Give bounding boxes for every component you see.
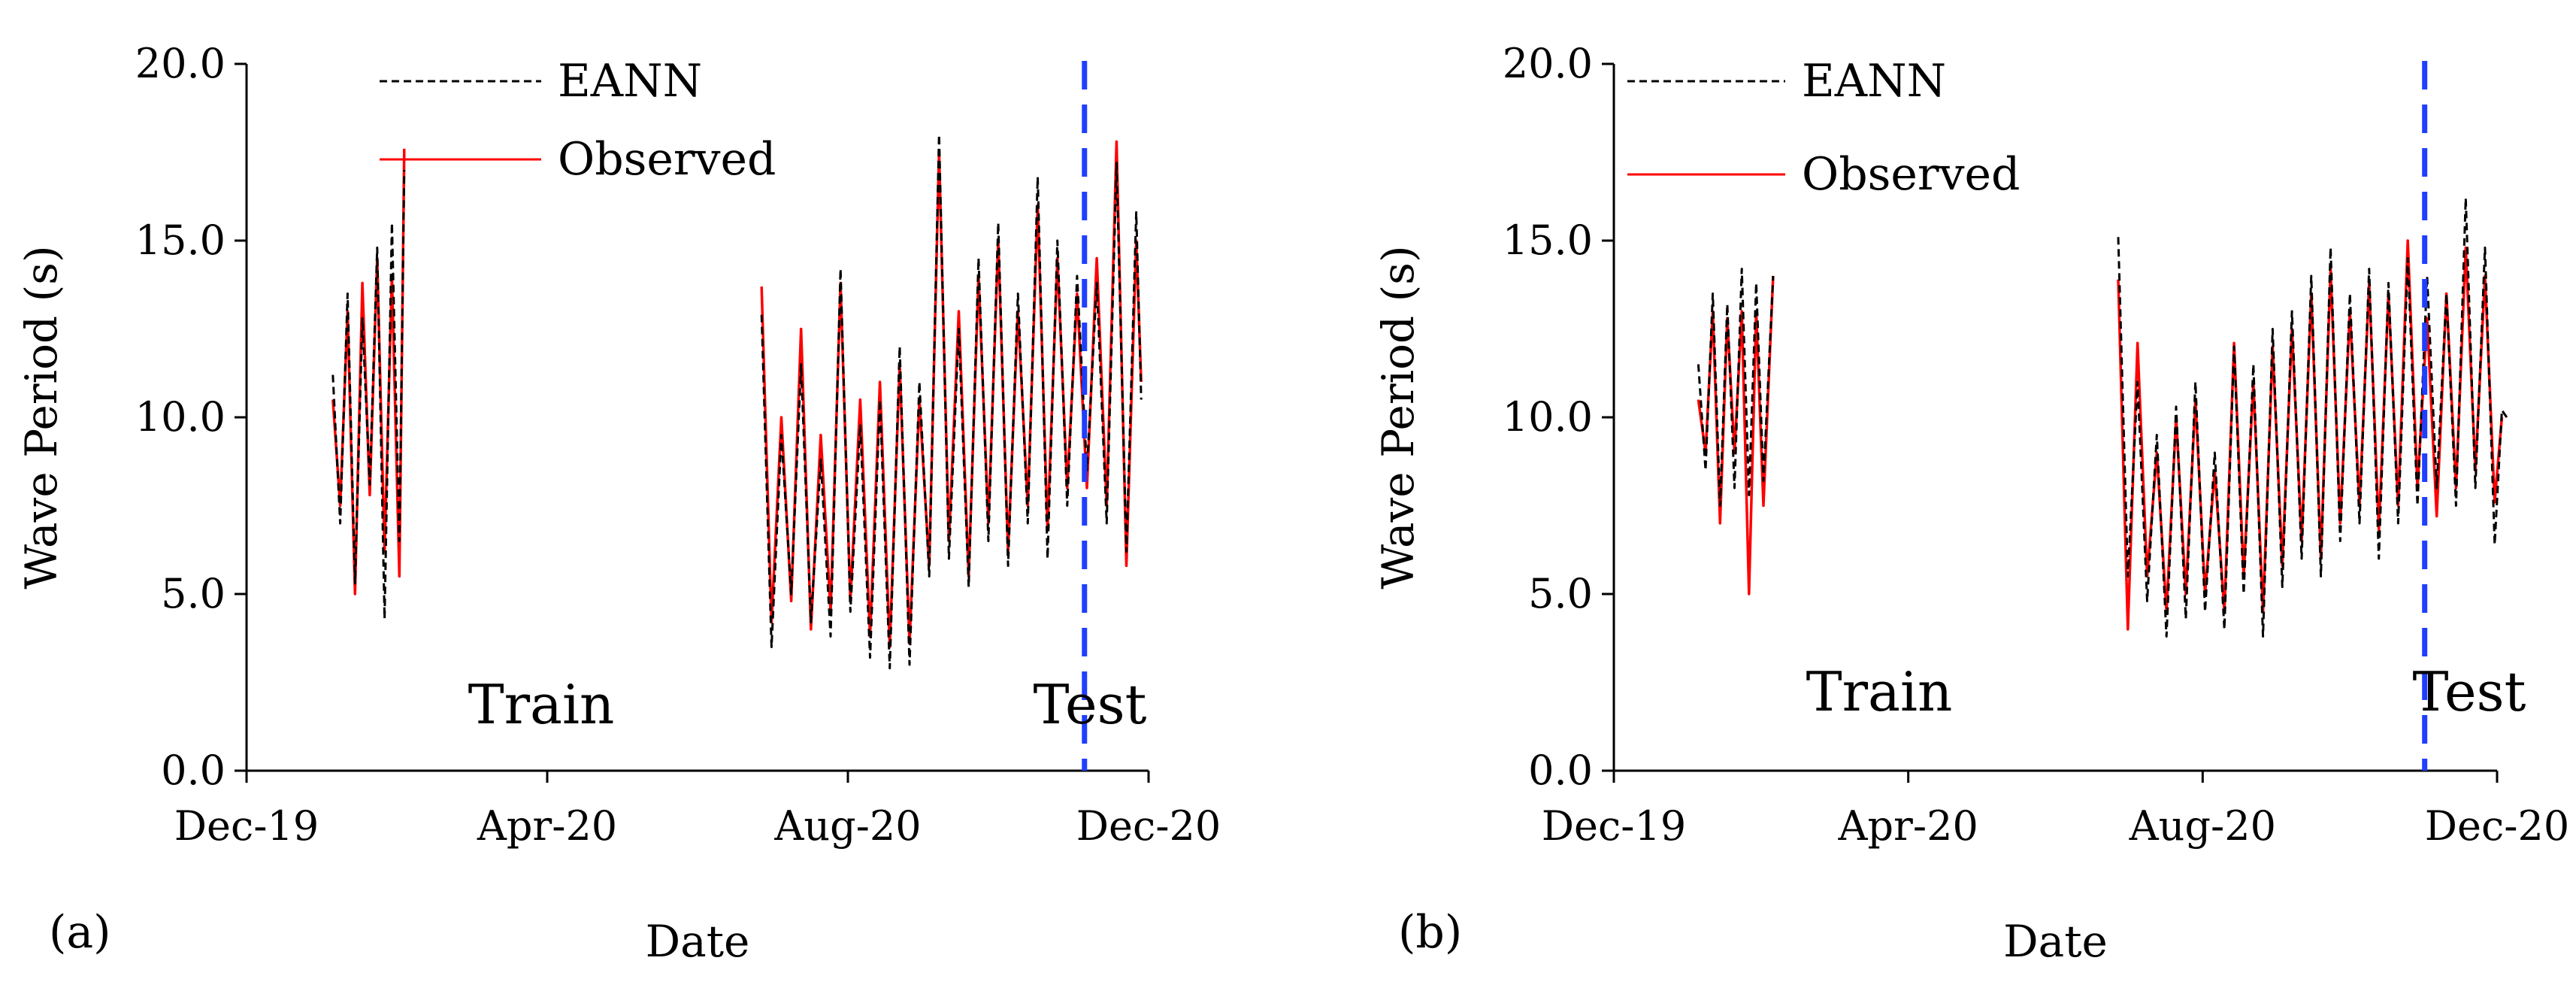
y-tick-label: 20.0 [135,40,226,87]
y-tick-label: 0.0 [1528,747,1593,794]
x-axis-title: Date [646,916,750,967]
y-tick-label: 15.0 [135,217,226,264]
y-tick-label: 5.0 [161,570,226,617]
legend-label-eann: EANN [1802,55,1946,108]
x-tick-label: Aug-20 [773,802,921,850]
series-line-eann-segment-1 [1697,268,1775,507]
legend-label-eann: EANN [558,55,702,108]
panel-b: 0.0 5.0 10.0 15.0 20.0 Dec-19 Apr-20 Aug-20 Dec-… [1373,40,2569,967]
y-axis-title: Wave Period (s) [16,245,67,589]
y-tick-label: 20.0 [1503,40,1593,87]
x-tick-label: Dec-19 [1542,802,1686,850]
panel-a: 0.0 5.0 10.0 15.0 20.0 Dec-19 Apr-20 Aug-20 Dec-… [16,40,1221,967]
y-tick-label: 10.0 [135,393,226,441]
panel-label: (b) [1398,906,1462,959]
series-line-eann-segment-2 [2117,197,2511,638]
test-region-label: Test [1034,673,1147,736]
x-axis-title: Date [2003,916,2108,967]
x-tick-label: Dec-19 [174,802,319,850]
y-tick-label: 0.0 [161,747,226,794]
y-tick-label: 15.0 [1503,217,1593,264]
series-line-eann-segment-1 [331,169,406,620]
x-tick-label: Apr-20 [1837,802,1978,850]
x-tick-label: Aug-20 [2129,802,2276,850]
panel-label: (a) [49,906,111,959]
test-region-label: Test [2413,660,2526,723]
legend-label-observed: Observed [1802,148,2020,201]
legend-label-observed: Observed [558,133,776,186]
series-line-observed-segment-1 [331,148,406,596]
x-tick-label: Apr-20 [477,802,617,850]
y-tick-label: 10.0 [1503,393,1593,441]
train-region-label: Train [1806,660,1953,723]
y-axis-title: Wave Period (s) [1373,245,1424,589]
series-line-observed-segment-2 [2117,239,2504,631]
y-tick-label: 5.0 [1528,570,1593,617]
x-tick-label: Dec-20 [2425,802,2569,850]
x-tick-label: Dec-20 [1076,802,1221,850]
train-region-label: Train [468,673,615,736]
